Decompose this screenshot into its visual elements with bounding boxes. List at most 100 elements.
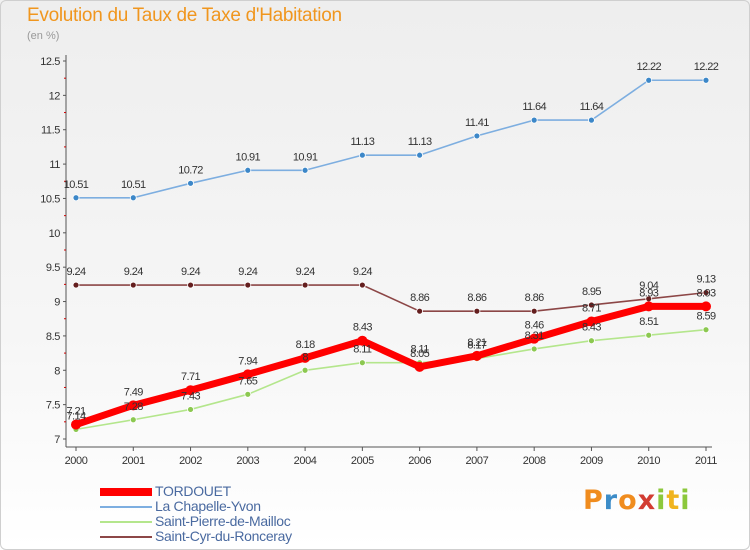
- data-point: [529, 333, 540, 344]
- data-point: [185, 385, 196, 396]
- data-label: 8.43: [582, 322, 601, 334]
- legend-label: TORDOUET: [155, 483, 231, 499]
- data-point: [187, 406, 194, 413]
- data-label: 7.49: [124, 386, 143, 398]
- data-label: 8.59: [696, 311, 715, 323]
- data-point: [530, 307, 538, 315]
- data-label: 11.41: [465, 117, 489, 129]
- data-point: [187, 179, 194, 187]
- x-tick-label: 2007: [465, 455, 488, 467]
- chart-title: Evolution du Taux de Taxe d'Habitation: [27, 5, 342, 26]
- data-point: [473, 307, 481, 315]
- data-point: [530, 116, 538, 124]
- y-tick-label: 8: [54, 365, 60, 377]
- data-point: [645, 331, 653, 339]
- legend-swatch: [100, 488, 152, 496]
- logo-letter: P: [583, 485, 604, 516]
- logo-letter: i: [680, 485, 691, 516]
- data-label: 9.24: [124, 266, 143, 278]
- data-point: [72, 194, 80, 202]
- y-tick-label: 11.5: [41, 125, 60, 137]
- data-point: [643, 301, 654, 312]
- data-label: 8.95: [582, 286, 601, 298]
- data-point: [129, 416, 137, 424]
- data-label: 8.31: [525, 330, 544, 342]
- x-tick-label: 2002: [179, 455, 202, 467]
- data-label: 7.65: [238, 375, 257, 387]
- data-label: 11.13: [351, 136, 375, 148]
- data-point: [702, 289, 710, 297]
- logo-letter: i: [656, 485, 667, 516]
- data-point: [358, 281, 366, 289]
- data-point: [588, 301, 595, 309]
- data-label: 12.22: [694, 61, 719, 73]
- data-point: [128, 400, 139, 411]
- data-label: 9.24: [296, 266, 315, 278]
- data-point: [301, 281, 309, 289]
- data-label: 10.72: [178, 164, 203, 176]
- data-label: 10.51: [121, 179, 146, 191]
- data-point: [358, 359, 366, 367]
- data-label: 9.24: [353, 266, 372, 278]
- data-label: 7.28: [124, 401, 143, 413]
- data-label: 9.13: [696, 274, 715, 286]
- logo-letter: t: [666, 485, 681, 516]
- data-point: [301, 366, 309, 374]
- series-line: [75, 328, 707, 431]
- x-tick-label: 2009: [580, 455, 603, 467]
- logo-letter: r: [603, 485, 619, 516]
- data-point: [244, 390, 252, 398]
- y-tick-label: 8.5: [46, 331, 60, 343]
- data-point: [300, 352, 311, 363]
- y-tick-label: 7: [54, 434, 60, 446]
- legend-label: Saint-Cyr-du-Ronceray: [155, 528, 292, 544]
- data-label: 8.93: [639, 287, 658, 299]
- y-tick-label: 11: [49, 159, 60, 171]
- data-label: 11.13: [408, 136, 432, 148]
- y-tick-label: 10: [49, 228, 61, 240]
- series-line: [75, 284, 707, 312]
- y-tick-label: 9: [54, 297, 60, 309]
- data-label: 8.11: [411, 344, 430, 356]
- y-tick-label: 9.5: [46, 262, 60, 274]
- x-tick-label: 2010: [637, 455, 660, 467]
- data-point: [357, 335, 368, 346]
- legend-swatch: [100, 536, 152, 538]
- x-tick-label: 2006: [408, 455, 431, 467]
- series-line: [72, 302, 710, 429]
- data-point: [414, 361, 425, 372]
- data-label: 8.86: [410, 292, 429, 304]
- data-point: [358, 151, 366, 159]
- data-point: [702, 326, 710, 334]
- x-tick-label: 2011: [695, 455, 717, 467]
- x-tick-label: 2000: [65, 455, 88, 467]
- chart-subtitle: (en %): [27, 30, 60, 42]
- data-label: 7.71: [181, 371, 200, 383]
- legend-label: Saint-Pierre-de-Mailloc: [155, 513, 291, 529]
- x-tick-label: 2005: [351, 455, 374, 467]
- data-label: 10.91: [236, 151, 261, 163]
- data-point: [588, 337, 595, 345]
- data-point: [702, 76, 710, 84]
- data-label: 8.86: [525, 292, 544, 304]
- data-label: 9.24: [181, 266, 200, 278]
- legend-swatch: [100, 521, 152, 523]
- x-tick-label: 2008: [523, 455, 546, 467]
- data-point: [301, 166, 309, 174]
- series-line: [75, 79, 707, 199]
- logo-letter: x: [637, 485, 657, 516]
- data-point: [72, 281, 80, 289]
- data-label: 7.14: [66, 410, 85, 422]
- data-label: 10.91: [293, 151, 318, 163]
- data-label: 8.51: [639, 316, 658, 328]
- proxiti-logo: Proxiti: [583, 485, 691, 516]
- data-label: 8.71: [582, 302, 601, 314]
- data-label: 8.17: [467, 340, 486, 352]
- data-label: 8.86: [467, 292, 486, 304]
- data-point: [129, 281, 137, 289]
- data-label: 11.64: [522, 101, 546, 113]
- data-label: 9.24: [238, 266, 257, 278]
- x-tick-label: 2001: [122, 455, 145, 467]
- logo-letter: o: [618, 485, 638, 516]
